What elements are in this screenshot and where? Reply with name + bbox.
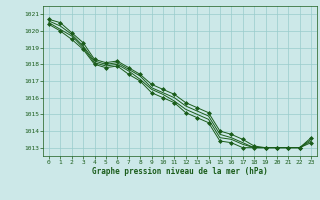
X-axis label: Graphe pression niveau de la mer (hPa): Graphe pression niveau de la mer (hPa): [92, 167, 268, 176]
